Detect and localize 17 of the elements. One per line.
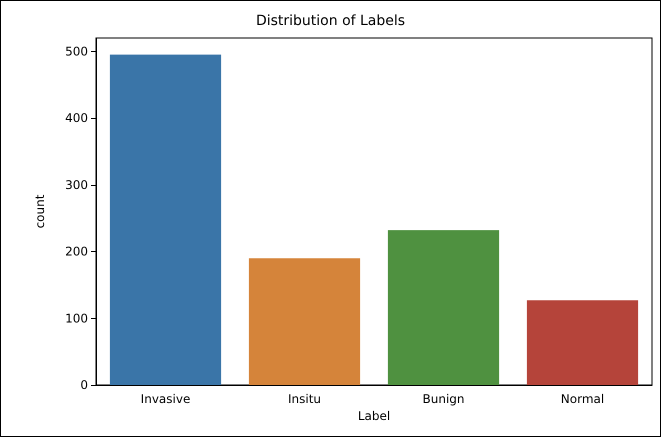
x-tick-label: Normal (560, 392, 604, 406)
bar (526, 300, 638, 385)
bar (110, 54, 222, 385)
x-tick-label: Invasive (140, 392, 190, 406)
y-axis-title: count (33, 194, 47, 228)
x-tick-label: Bunign (422, 392, 464, 406)
bar (388, 230, 500, 385)
x-axis-title: Label (358, 408, 390, 423)
y-tick-label: 0 (80, 378, 88, 392)
y-tick-label: 500 (65, 44, 88, 58)
y-tick-label: 300 (65, 178, 88, 192)
chart-title: Distribution of Labels (256, 13, 406, 29)
bar (248, 258, 360, 385)
x-tick-label: Insitu (288, 392, 322, 406)
y-tick-label: 200 (65, 244, 88, 259)
y-tick-label: 100 (65, 311, 88, 326)
y-tick-label: 400 (65, 111, 88, 126)
